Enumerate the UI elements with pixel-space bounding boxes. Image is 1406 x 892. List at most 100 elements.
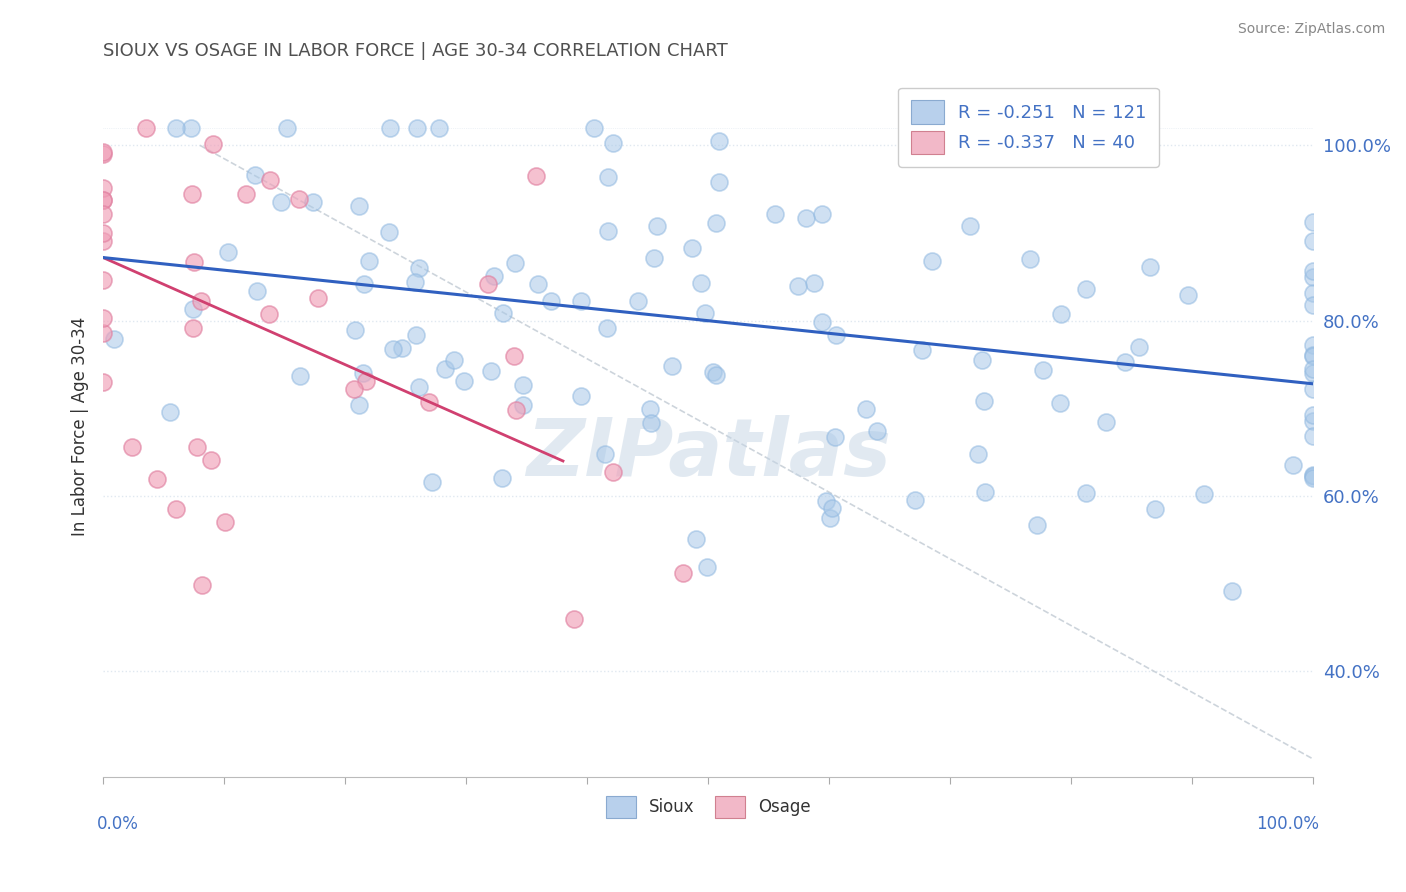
Point [352, 367, 374, 381]
Point [190, 293, 212, 308]
Point [270, 194, 292, 209]
Point [349, 398, 371, 412]
Point [702, 366, 724, 380]
Point [302, 195, 325, 210]
Point [1019, 252, 1042, 266]
Point [596, 169, 619, 184]
Point [91, 235, 114, 249]
Point [91, 145, 114, 159]
Point [427, 120, 450, 135]
Point [382, 343, 405, 357]
Point [477, 277, 499, 291]
Point [627, 293, 650, 308]
Point [904, 492, 927, 507]
Point [1302, 286, 1324, 301]
Point [502, 349, 524, 363]
Point [593, 447, 616, 461]
Point [181, 321, 204, 335]
Point [569, 293, 592, 308]
Point [91, 272, 114, 286]
Point [643, 251, 665, 265]
Point [583, 120, 606, 135]
Point [91, 206, 114, 220]
Point [794, 211, 817, 225]
Point [820, 511, 842, 525]
Point [946, 142, 969, 156]
Point [966, 447, 988, 461]
Point [405, 327, 427, 342]
Point [596, 320, 619, 334]
Point [146, 472, 169, 486]
Point [682, 241, 704, 255]
Text: 100.0%: 100.0% [1257, 815, 1319, 833]
Point [191, 578, 214, 592]
Point [482, 269, 505, 284]
Point [921, 253, 943, 268]
Point [973, 393, 995, 408]
Point [408, 261, 430, 276]
Point [217, 244, 239, 259]
Point [911, 343, 934, 358]
Point [540, 293, 562, 308]
Point [418, 395, 440, 409]
Point [180, 120, 202, 135]
Point [159, 405, 181, 419]
Point [1302, 362, 1324, 376]
Point [183, 255, 205, 269]
Point [1144, 502, 1167, 516]
Point [1302, 234, 1324, 248]
Point [1114, 355, 1136, 369]
Point [1302, 408, 1324, 422]
Text: ZIPatlas: ZIPatlas [526, 415, 891, 493]
Point [512, 378, 534, 392]
Point [512, 398, 534, 412]
Point [491, 471, 513, 485]
Point [91, 326, 114, 340]
Point [1302, 470, 1324, 484]
Point [377, 226, 399, 240]
Point [866, 424, 889, 438]
Point [1192, 486, 1215, 500]
Point [1302, 270, 1324, 285]
Point [1302, 414, 1324, 428]
Point [1302, 298, 1324, 312]
Point [707, 134, 730, 148]
Text: 0.0%: 0.0% [97, 815, 139, 833]
Point [1177, 288, 1199, 302]
Point [181, 187, 204, 202]
Point [645, 219, 668, 233]
Point [91, 181, 114, 195]
Point [1049, 396, 1071, 410]
Point [974, 484, 997, 499]
Point [638, 401, 661, 416]
Point [186, 440, 208, 454]
Point [524, 169, 547, 184]
Point [257, 307, 280, 321]
Point [825, 327, 848, 342]
Point [640, 416, 662, 430]
Point [214, 515, 236, 529]
Point [696, 560, 718, 574]
Point [135, 120, 157, 135]
Point [201, 136, 224, 151]
Point [706, 368, 728, 382]
Point [259, 173, 281, 187]
Point [505, 403, 527, 417]
Point [1220, 584, 1243, 599]
Point [1076, 486, 1098, 500]
Point [1302, 349, 1324, 363]
Point [685, 533, 707, 547]
Point [972, 353, 994, 368]
Point [1302, 338, 1324, 352]
Point [357, 253, 380, 268]
Point [391, 342, 413, 356]
Y-axis label: In Labor Force | Age 30-34: In Labor Force | Age 30-34 [72, 317, 89, 535]
Point [602, 465, 624, 479]
Point [1302, 348, 1324, 362]
Point [1302, 263, 1324, 277]
Point [378, 120, 401, 135]
Point [821, 501, 844, 516]
Point [91, 194, 114, 208]
Point [343, 382, 366, 396]
Point [246, 284, 269, 298]
